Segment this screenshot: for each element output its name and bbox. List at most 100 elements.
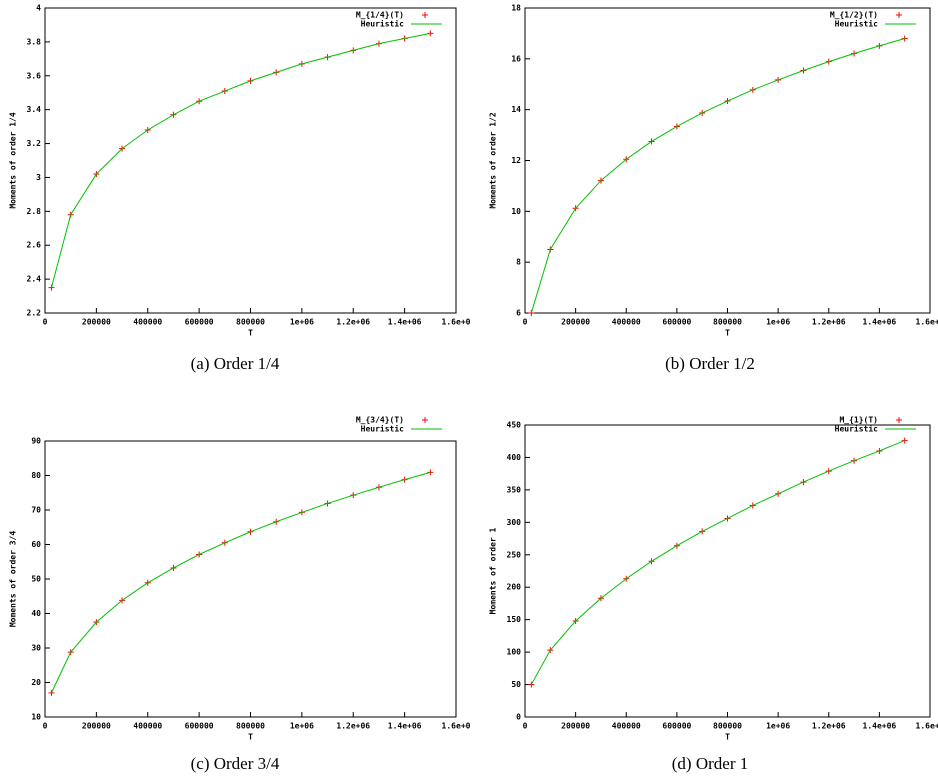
y-tick-label: 20 — [31, 678, 41, 687]
legend-marker — [422, 417, 428, 423]
y-tick-label: 90 — [31, 437, 41, 446]
y-tick-label: 16 — [511, 54, 521, 63]
x-tick-label: 1.4e+06 — [388, 722, 422, 731]
heuristic-line — [530, 38, 905, 314]
x-tick-label: 800000 — [236, 318, 265, 327]
legend-label: M_{1/4}(T) — [356, 11, 404, 20]
y-tick-label: 3.8 — [27, 37, 42, 46]
x-axis-label: T — [248, 733, 253, 742]
x-tick-label: 1.6e+0 — [442, 318, 471, 327]
y-tick-label: 300 — [507, 518, 522, 527]
x-tick-label: 1.6e+0 — [916, 318, 938, 327]
x-tick-label: 1e+06 — [290, 722, 314, 731]
y-tick-label: 200 — [507, 583, 522, 592]
x-tick-label: 1.6e+0 — [442, 722, 471, 731]
y-tick-label: 10 — [31, 713, 41, 722]
x-tick-label: 0 — [523, 318, 528, 327]
caption: (a) Order 1/4 — [191, 354, 280, 373]
x-tick-label: 0 — [523, 722, 528, 731]
legend-label: M_{1}(T) — [839, 416, 878, 425]
y-tick-label: 3 — [36, 173, 41, 182]
data-point — [901, 35, 908, 42]
legend-marker — [422, 12, 428, 18]
y-tick-label: 6 — [516, 309, 521, 318]
legend-label: M_{3/4}(T) — [356, 416, 404, 425]
x-tick-label: 200000 — [561, 318, 590, 327]
y-tick-label: 450 — [507, 421, 522, 430]
y-tick-label: 30 — [31, 644, 41, 653]
legend-label: Heuristic — [835, 19, 879, 29]
x-tick-label: 400000 — [133, 722, 162, 731]
y-tick-label: 60 — [31, 540, 41, 549]
x-tick-label: 200000 — [82, 318, 111, 327]
caption: (d) Order 1 — [672, 754, 748, 773]
y-tick-label: 2.4 — [27, 275, 42, 284]
legend-marker — [896, 417, 902, 423]
x-tick-label: 600000 — [662, 318, 691, 327]
x-tick-label: 800000 — [236, 722, 265, 731]
legend-marker — [896, 12, 902, 18]
y-tick-label: 10 — [511, 207, 521, 216]
y-tick-label: 400 — [507, 453, 522, 462]
x-tick-label: 800000 — [713, 722, 742, 731]
data-point — [901, 437, 908, 444]
legend-label: M_{1/2}(T) — [830, 11, 878, 20]
x-tick-label: 1.4e+06 — [863, 722, 897, 731]
y-tick-label: 2.2 — [27, 309, 42, 318]
heuristic-line — [530, 440, 905, 685]
x-tick-label: 1.2e+06 — [336, 318, 370, 327]
x-tick-label: 1.2e+06 — [336, 722, 370, 731]
data-point — [528, 310, 535, 316]
y-tick-label: 3.4 — [27, 105, 42, 114]
x-tick-label: 800000 — [713, 318, 742, 327]
y-tick-label: 2.8 — [27, 207, 42, 216]
y-tick-label: 18 — [511, 4, 521, 13]
x-tick-label: 400000 — [612, 318, 641, 327]
x-tick-label: 600000 — [662, 722, 691, 731]
legend-label: Heuristic — [361, 424, 405, 434]
y-tick-label: 8 — [516, 258, 521, 267]
x-axis-label: T — [248, 329, 253, 338]
y-tick-label: 50 — [31, 575, 41, 584]
y-tick-label: 14 — [511, 105, 521, 114]
x-tick-label: 0 — [43, 318, 48, 327]
y-tick-label: 40 — [31, 609, 41, 618]
x-tick-label: 200000 — [82, 722, 111, 731]
y-tick-label: 250 — [507, 550, 522, 559]
x-tick-label: 1.2e+06 — [812, 722, 846, 731]
x-tick-label: 1.2e+06 — [812, 318, 846, 327]
y-tick-label: 350 — [507, 485, 522, 494]
y-axis-label: Moments of order 1/2 — [489, 112, 498, 209]
x-tick-label: 1e+06 — [290, 318, 314, 327]
y-tick-label: 150 — [507, 615, 522, 624]
y-tick-label: 3.6 — [27, 71, 42, 80]
legend-label: Heuristic — [361, 19, 405, 29]
heuristic-line — [50, 471, 431, 694]
y-tick-label: 50 — [511, 680, 521, 689]
y-tick-label: 100 — [507, 648, 522, 657]
x-tick-label: 1e+06 — [766, 722, 790, 731]
y-tick-label: 2.6 — [27, 241, 42, 250]
y-tick-label: 12 — [511, 156, 521, 165]
y-tick-label: 3.2 — [27, 139, 42, 148]
y-tick-label: 70 — [31, 506, 41, 515]
x-tick-label: 1.4e+06 — [863, 318, 897, 327]
legend-label: Heuristic — [835, 424, 879, 434]
plot-frame — [524, 7, 931, 314]
y-axis-label: Moments of order 3/4 — [9, 531, 18, 628]
x-axis-label: T — [725, 329, 730, 338]
caption: (b) Order 1/2 — [665, 354, 755, 373]
x-tick-label: 400000 — [612, 722, 641, 731]
y-tick-label: 0 — [516, 713, 521, 722]
plot-frame — [44, 7, 457, 314]
x-tick-label: 600000 — [185, 318, 214, 327]
x-tick-label: 400000 — [133, 318, 162, 327]
y-tick-label: 4 — [36, 4, 41, 13]
x-tick-label: 200000 — [561, 722, 590, 731]
caption: (c) Order 3/4 — [191, 754, 280, 773]
x-tick-label: 1.4e+06 — [388, 318, 422, 327]
heuristic-line — [50, 32, 431, 288]
data-point — [427, 469, 434, 476]
y-tick-label: 80 — [31, 471, 41, 480]
